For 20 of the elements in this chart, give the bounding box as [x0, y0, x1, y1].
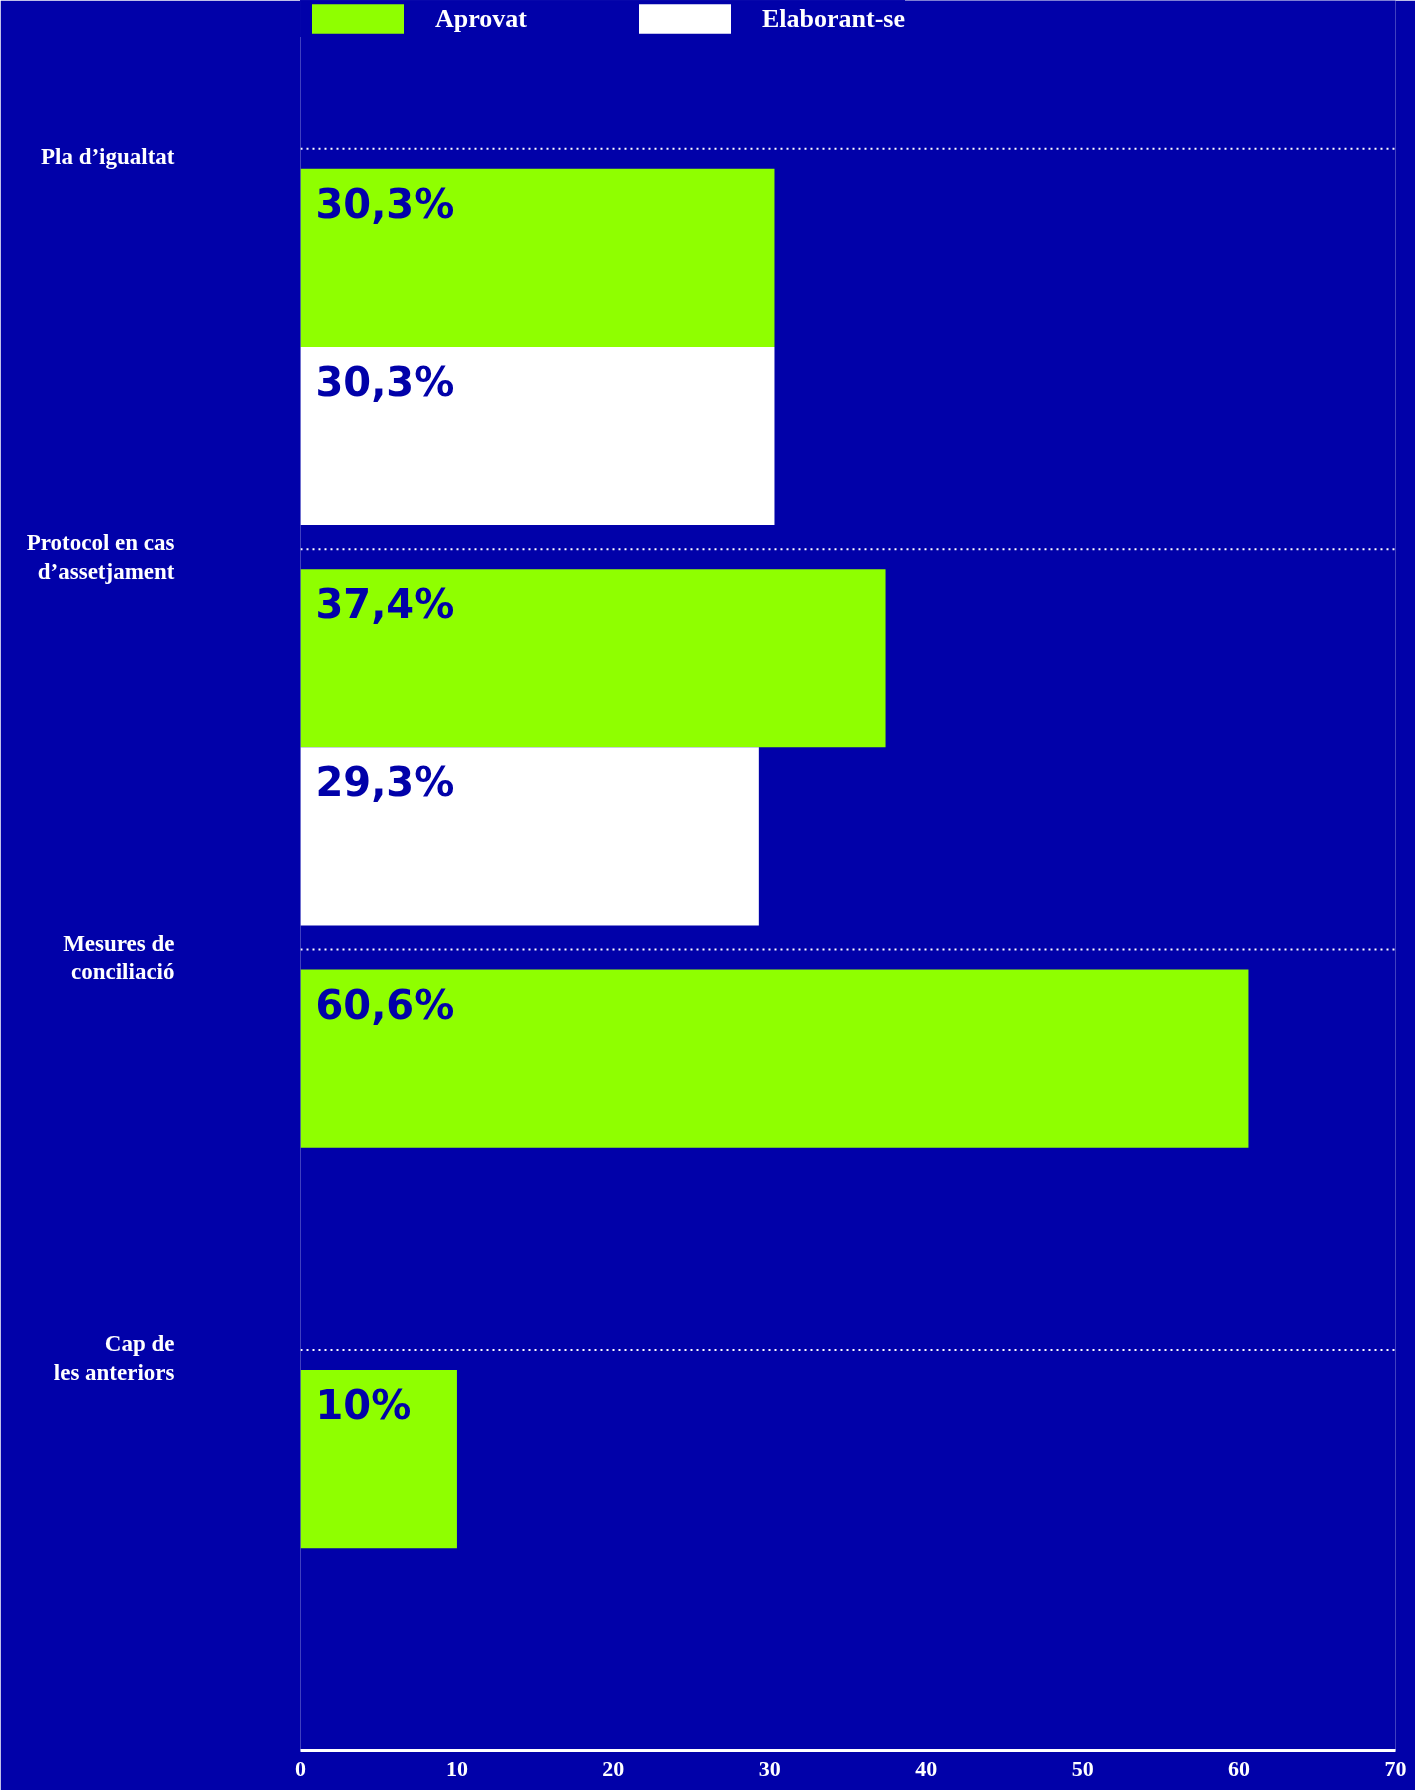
- y-tick-label: Protocol en cas d’assetjament: [26, 530, 175, 585]
- x-tick-label: 50: [1071, 1755, 1094, 1781]
- x-tick-label: 10: [445, 1755, 468, 1781]
- x-tick-label: 60: [1228, 1755, 1251, 1781]
- y-tick-label: Cap de les anteriors: [53, 1331, 175, 1385]
- data-label: 30,3%: [315, 180, 455, 227]
- legend-label: Aprovat: [435, 3, 527, 34]
- data-label: 60,6%: [315, 981, 455, 1028]
- y-tick-label: Mesures de conciliació: [63, 930, 175, 985]
- x-tick-label: 0: [295, 1755, 306, 1781]
- data-label: 10%: [315, 1382, 412, 1429]
- legend-label: Elaborant-se: [761, 3, 905, 34]
- data-label: 29,3%: [315, 759, 455, 806]
- data-label: 30,3%: [315, 358, 455, 405]
- x-tick-label: 30: [758, 1755, 781, 1781]
- y-tick-label: Pla d’igualtat: [40, 144, 175, 170]
- x-tick-label: 40: [915, 1755, 938, 1781]
- x-tick-label: 20: [602, 1755, 625, 1781]
- x-tick-label: 70: [1384, 1755, 1407, 1781]
- data-label: 37,4%: [315, 581, 455, 628]
